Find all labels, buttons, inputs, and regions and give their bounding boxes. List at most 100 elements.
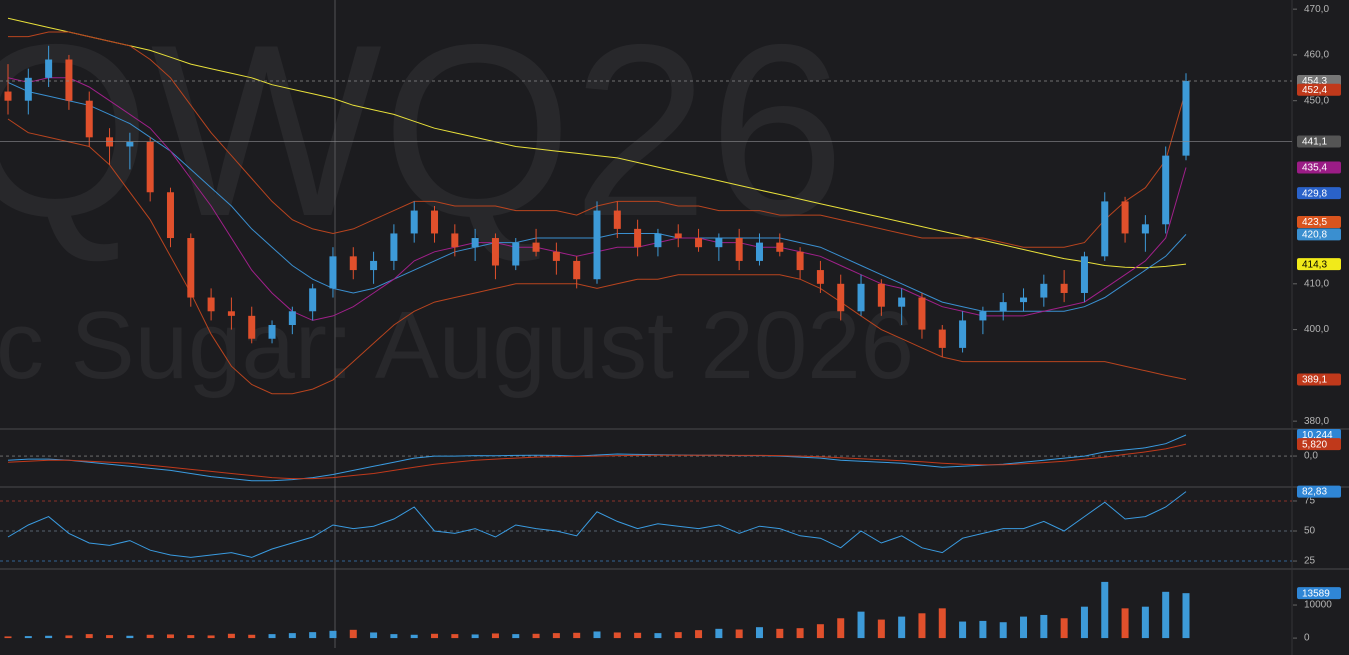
volume-bar <box>126 635 134 639</box>
volume-bar <box>471 634 479 639</box>
volume-bar <box>674 632 682 639</box>
candle-body <box>715 238 723 248</box>
y-tick-label: 75 <box>1304 496 1316 507</box>
candle-body <box>166 192 174 239</box>
value-badge <box>1297 161 1341 174</box>
candle-body <box>1060 283 1068 293</box>
candle-body <box>329 256 337 289</box>
volume-bar <box>1020 616 1028 639</box>
candle-body <box>1040 283 1048 298</box>
value-badge-label: 454,3 <box>1302 76 1327 87</box>
volume-bar <box>248 634 256 639</box>
candle-body <box>959 320 967 348</box>
volume-bar <box>390 634 398 639</box>
volume-bar <box>146 634 154 639</box>
value-badge-label: 452,4 <box>1302 85 1327 96</box>
value-badge-label: 414,3 <box>1302 259 1327 270</box>
value-badge <box>1297 485 1341 498</box>
volume-bar <box>654 633 662 639</box>
volume-bar <box>1121 608 1129 639</box>
y-tick-label: 450,0 <box>1304 95 1329 106</box>
y-tick-label: 0 <box>1304 633 1310 644</box>
volume-bar <box>898 616 906 639</box>
candle-body <box>695 238 703 248</box>
candle-body <box>837 283 845 312</box>
candle-body <box>918 297 926 330</box>
value-badge <box>1297 373 1341 386</box>
volume-bar <box>1182 593 1190 639</box>
candle-body <box>65 59 73 101</box>
volume-bar <box>512 634 520 639</box>
candle-body <box>390 233 398 261</box>
line <box>7 118 1187 395</box>
value-badge <box>1297 258 1341 271</box>
volume-bar <box>4 636 12 639</box>
candle-body <box>45 59 53 78</box>
candle-body <box>898 297 906 307</box>
candle-body <box>674 233 682 239</box>
volume-bar <box>1141 606 1149 639</box>
value-badge <box>1297 228 1341 241</box>
candle-body <box>816 270 824 284</box>
volume-bar <box>24 636 32 639</box>
volume-bar <box>451 634 459 639</box>
volume-bar <box>106 635 114 639</box>
volume-bar <box>491 633 499 639</box>
candle-body <box>309 288 317 312</box>
candle-body <box>776 242 784 252</box>
candle-body <box>248 315 256 339</box>
line <box>7 17 1187 269</box>
candle-body <box>410 210 418 234</box>
value-badge-label: 420,8 <box>1302 230 1327 241</box>
volume-bar <box>715 628 723 639</box>
volume-bar <box>573 632 581 639</box>
candle-body <box>431 210 439 234</box>
line <box>7 443 1187 480</box>
value-badge-label: 10,244 <box>1302 430 1333 441</box>
value-badge-label: 429,8 <box>1302 188 1327 199</box>
y-tick-label: 10000 <box>1304 600 1332 611</box>
y-tick-label: 400,0 <box>1304 324 1329 335</box>
value-badge <box>1297 216 1341 229</box>
candle-body <box>938 329 946 348</box>
volume-bar <box>593 631 601 639</box>
candle-body <box>1182 81 1190 156</box>
candle-body <box>573 260 581 280</box>
candle-body <box>491 238 499 266</box>
candle-body <box>735 238 743 261</box>
volume-bar <box>613 632 621 639</box>
candle-body <box>979 311 987 321</box>
candle-body <box>654 233 662 248</box>
volume-bar <box>85 634 93 639</box>
volume-bar <box>288 633 296 639</box>
candle-body <box>24 77 32 101</box>
volume-bar <box>1040 614 1048 639</box>
candle-body <box>451 233 459 248</box>
value-badge <box>1297 135 1341 148</box>
value-badge <box>1297 83 1341 96</box>
volume-bar <box>207 635 215 639</box>
candle-body <box>126 141 134 147</box>
y-tick-label: 470,0 <box>1304 4 1329 15</box>
candle-body <box>227 311 235 316</box>
volume-bar <box>796 628 804 639</box>
volume-bar <box>166 634 174 639</box>
value-badge-label: 441,1 <box>1302 137 1327 148</box>
volume-bar <box>837 618 845 639</box>
candle-body <box>1020 297 1028 303</box>
volume-bar <box>634 632 642 639</box>
y-tick-label: 410,0 <box>1304 278 1329 289</box>
volume-bar <box>857 611 865 639</box>
value-badge-label: 423,5 <box>1302 217 1327 228</box>
y-tick-label: 0,0 <box>1304 451 1318 462</box>
candle-body <box>1080 256 1088 293</box>
value-badge <box>1297 187 1341 200</box>
volume-bar <box>227 633 235 639</box>
volume-bar <box>1060 618 1068 639</box>
candle-body <box>999 302 1007 312</box>
volume-bar <box>410 634 418 639</box>
candle-body <box>613 210 621 229</box>
candle-body <box>268 325 276 339</box>
